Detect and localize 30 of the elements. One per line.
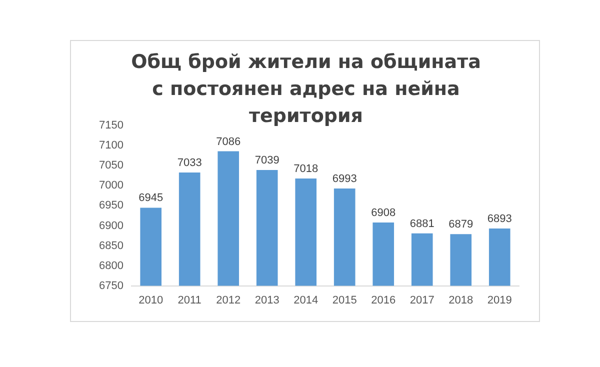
y-tick-label: 6800 [98,260,124,272]
y-tick-label: 7000 [98,180,124,192]
y-tick-label: 6750 [98,280,124,292]
data-label: 7033 [177,156,202,169]
data-label: 6893 [487,213,512,226]
x-tick-label: 2015 [332,294,357,306]
data-label: 6881 [410,218,434,230]
x-tick-label: 2013 [254,294,280,306]
x-tick-label: 2016 [371,294,396,306]
data-label: 6945 [138,192,164,204]
data-label: 7018 [294,162,318,175]
x-tick-label: 2011 [178,294,202,306]
x-tick-label: 2010 [138,294,164,306]
y-tick-label: 6900 [98,220,124,232]
data-label: 6993 [332,173,357,186]
y-tick-label: 6850 [98,240,124,252]
y-tick-label: 7050 [98,160,124,172]
y-tick-label: 6950 [98,200,124,212]
y-tick-label: 7100 [98,140,124,152]
data-label: 6908 [371,207,396,220]
y-tick-label: 7150 [98,120,124,132]
data-label: 7039 [254,154,280,167]
x-tick-label: 2017 [410,294,434,306]
data-label: 6879 [448,218,474,231]
x-tick-label: 2012 [216,294,241,306]
x-tick-label: 2019 [487,294,512,306]
x-tick-label: 2018 [448,294,474,306]
data-label: 7086 [216,136,241,148]
x-tick-label: 2014 [294,294,318,306]
chart-title: Общ брой жители на общината с постоянен адрес на нейна територия [131,50,481,129]
